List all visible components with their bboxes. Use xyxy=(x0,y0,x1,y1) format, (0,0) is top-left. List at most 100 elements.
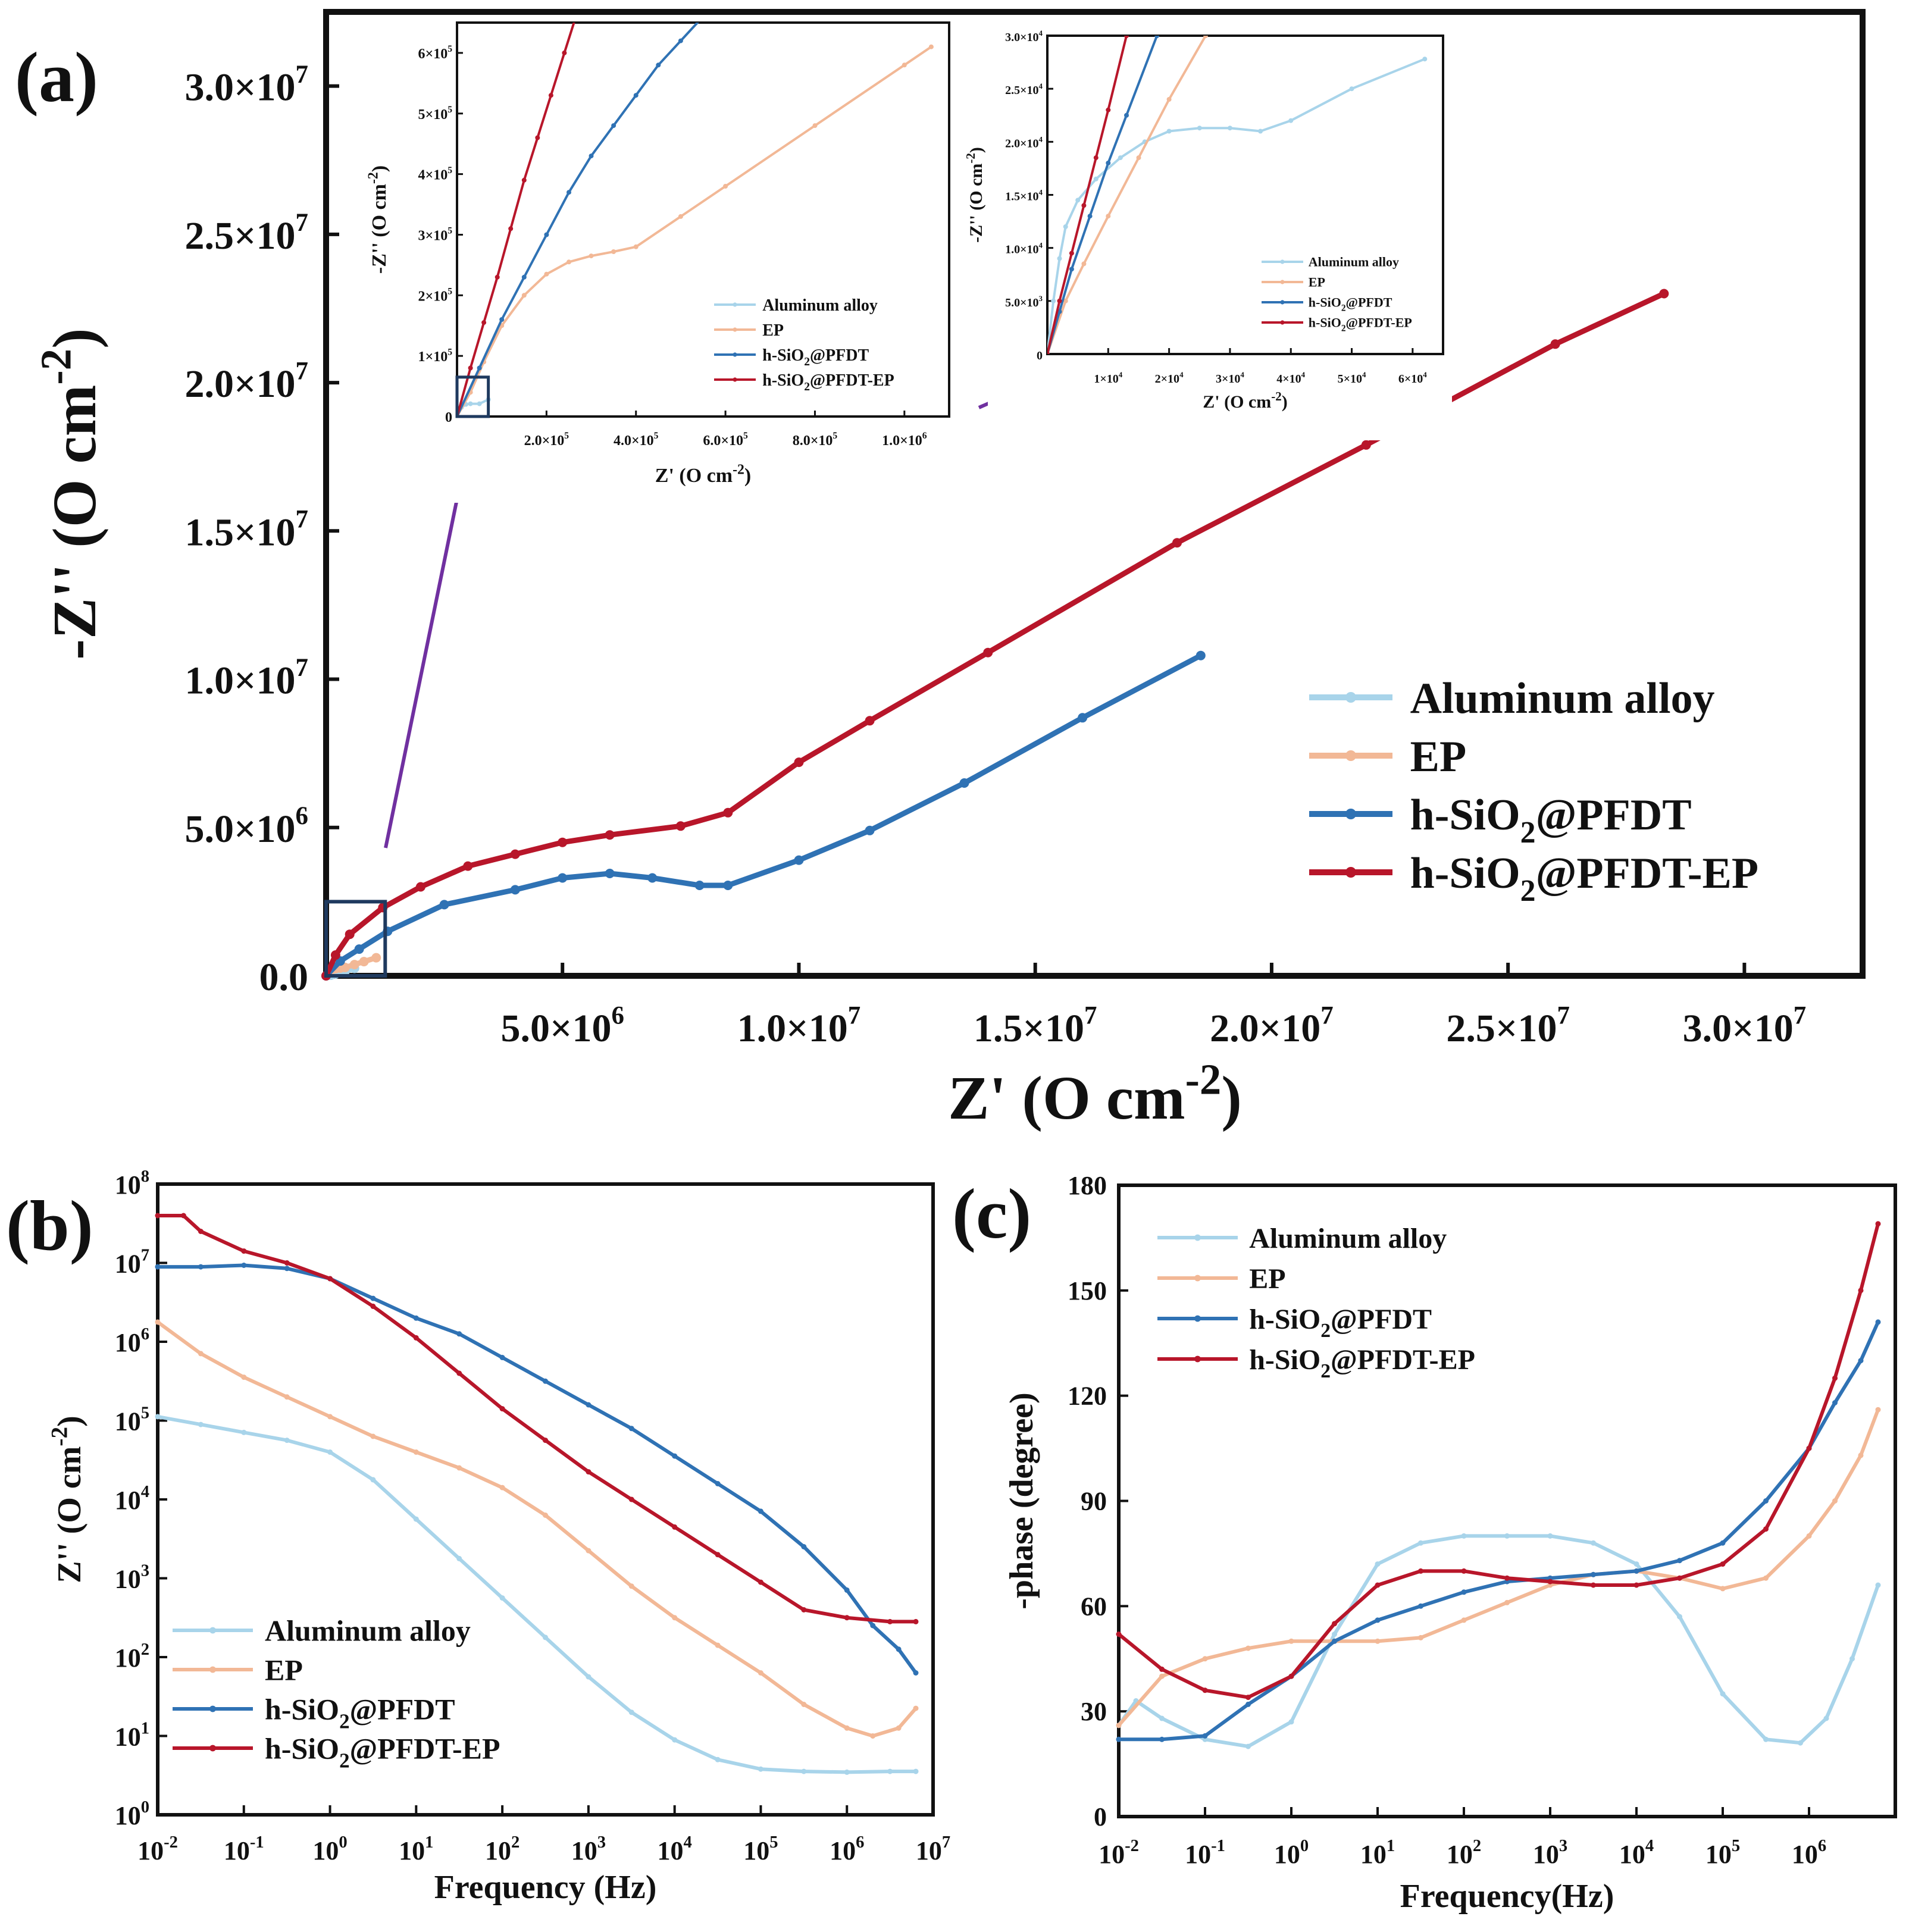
data-point xyxy=(499,1406,505,1412)
data-point xyxy=(1245,1695,1251,1701)
data-point xyxy=(1166,97,1172,102)
data-point xyxy=(349,960,359,970)
x-tick-label: 104 xyxy=(658,1833,692,1865)
y-tick-label: 2×105 xyxy=(418,287,453,305)
data-point xyxy=(1858,1452,1864,1458)
data-point xyxy=(611,123,616,129)
data-point xyxy=(198,1229,204,1234)
y-tick-label: 108 xyxy=(115,1167,149,1200)
legend-marker xyxy=(209,1705,216,1712)
legend-item: h-SiO2@PFDT-EP xyxy=(173,1732,500,1773)
data-point xyxy=(543,1513,548,1518)
data-point xyxy=(870,1623,876,1629)
legend-marker xyxy=(1194,1355,1201,1363)
data-point xyxy=(499,1595,505,1601)
data-point xyxy=(812,123,818,129)
data-point xyxy=(499,1355,505,1360)
data-point xyxy=(1550,339,1560,349)
zoom-box xyxy=(324,900,387,978)
x-tick-label: 104 xyxy=(1619,1837,1654,1869)
data-point xyxy=(330,950,340,960)
y-tick-label: 0 xyxy=(1037,349,1043,362)
data-point xyxy=(1202,1687,1208,1693)
x-tick-label: 10-2 xyxy=(1099,1837,1139,1869)
x-tick-label: 5.0×106 xyxy=(500,1001,624,1050)
data-point xyxy=(1124,36,1129,38)
x-tick-label: 4.0×105 xyxy=(614,431,659,449)
data-point xyxy=(628,1426,634,1432)
series-ep xyxy=(155,1319,919,1739)
inset-series xyxy=(1047,36,1428,354)
legend-marker xyxy=(209,1745,216,1752)
legend-label: h-SiO2@PFDT-EP xyxy=(1309,315,1412,334)
legend: Aluminum alloy EP h-SiO2@PFDTh-SiO2@PFDT-E… xyxy=(173,1614,500,1773)
data-point xyxy=(1202,1733,1208,1739)
data-point xyxy=(241,1374,247,1380)
series-h-sio2-pfdt-ep xyxy=(321,289,1669,981)
series-line xyxy=(1117,1408,1880,1727)
data-point xyxy=(327,1276,333,1282)
data-point xyxy=(1166,129,1172,134)
legend-marker xyxy=(733,327,737,332)
data-point xyxy=(1720,1561,1726,1567)
legend-marker xyxy=(733,377,737,382)
data-point xyxy=(633,93,639,98)
legend-marker xyxy=(1194,1275,1201,1282)
data-point xyxy=(794,855,804,865)
legend-label: h-SiO2@PFDT-EP xyxy=(1249,1344,1475,1382)
legend-marker xyxy=(1280,300,1285,305)
panel-a-inset-2: 1×104 2×104 3×104 4×104 5×104 6×104 0 5.0×103 1.… xyxy=(963,29,1452,440)
data-point xyxy=(844,1615,850,1621)
data-point xyxy=(1375,1638,1381,1644)
data-point xyxy=(1418,1540,1423,1546)
legend-label: EP xyxy=(762,321,784,340)
legend-marker xyxy=(733,352,737,357)
data-point xyxy=(865,716,875,726)
legend-marker xyxy=(733,302,737,307)
legend-item: h-SiO2@PFDT-EP xyxy=(1157,1344,1475,1382)
x-tick-label: 105 xyxy=(743,1833,778,1865)
y-tick-label: 0.0 xyxy=(259,956,309,999)
data-point xyxy=(1858,1358,1864,1364)
data-point xyxy=(672,1737,678,1743)
data-point xyxy=(1461,1568,1467,1574)
data-point xyxy=(510,849,520,859)
data-point xyxy=(1106,161,1111,165)
x-tick-label: 8.0×105 xyxy=(793,431,838,449)
data-point xyxy=(801,1768,807,1774)
x-tick-label: 10-1 xyxy=(1185,1837,1225,1869)
data-point xyxy=(477,365,482,371)
data-point xyxy=(1106,214,1111,219)
data-point xyxy=(558,837,568,847)
data-point xyxy=(586,1469,592,1475)
data-point xyxy=(327,1449,333,1455)
legend-item: h-SiO2@PFDT-EP xyxy=(1309,849,1758,908)
legend-marker xyxy=(1194,1315,1201,1322)
panel-label-b: (b) xyxy=(6,1186,93,1265)
data-point xyxy=(913,1670,919,1676)
data-point xyxy=(723,881,733,890)
y-tick-label: 150 xyxy=(1068,1276,1107,1305)
data-point xyxy=(1832,1498,1838,1504)
y-tick-label: 5.0×106 xyxy=(184,802,308,851)
legend-item: EP xyxy=(173,1654,303,1687)
data-point xyxy=(1288,118,1294,123)
data-point xyxy=(628,1709,634,1715)
series-line xyxy=(156,1263,918,1675)
legend-marker xyxy=(209,1627,216,1634)
data-point xyxy=(1547,1533,1553,1539)
x-tick-label: 100 xyxy=(312,1833,347,1865)
y-tick-label: 1.5×107 xyxy=(184,506,308,555)
y-tick-label: 180 xyxy=(1068,1171,1107,1200)
data-point xyxy=(633,244,639,249)
x-tick-label: 1.0×107 xyxy=(737,1001,861,1050)
data-point xyxy=(870,1733,876,1739)
data-point xyxy=(567,190,571,195)
x-tick-label: 105 xyxy=(1705,1837,1740,1869)
data-point xyxy=(370,1303,376,1309)
data-point xyxy=(628,1496,634,1502)
legend-item: h-SiO2@PFDT-EP xyxy=(714,371,894,393)
data-point xyxy=(1196,650,1206,660)
series-line xyxy=(1117,1222,1880,1699)
data-point xyxy=(1806,1533,1812,1539)
